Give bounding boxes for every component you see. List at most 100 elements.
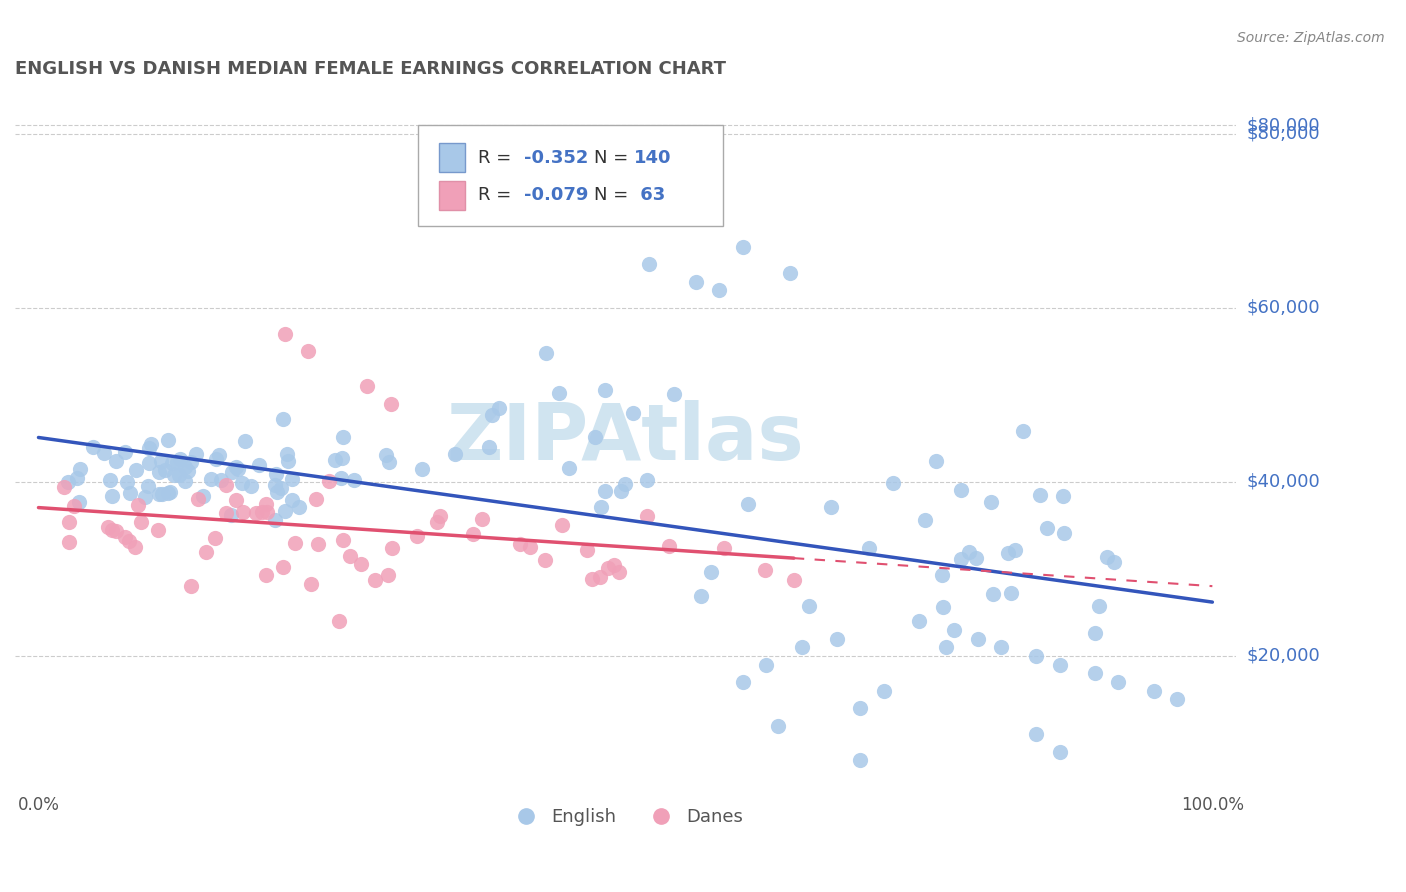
Point — [558, 461, 581, 475]
Point — [607, 565, 630, 579]
Point — [284, 536, 307, 550]
Text: N =: N = — [593, 149, 634, 167]
Point — [118, 533, 141, 548]
Point — [157, 433, 180, 447]
Point — [150, 486, 173, 500]
Point — [478, 440, 501, 454]
Point — [429, 508, 451, 523]
Point — [97, 519, 120, 533]
Point — [364, 574, 387, 588]
Point — [134, 491, 156, 505]
Point — [1004, 542, 1026, 557]
Point — [932, 600, 955, 615]
Point — [935, 640, 957, 654]
Text: -0.352: -0.352 — [524, 149, 589, 167]
Point — [186, 447, 208, 461]
Point — [141, 437, 163, 451]
Point — [136, 479, 159, 493]
Point — [849, 701, 872, 715]
Point — [225, 459, 247, 474]
Point — [271, 559, 294, 574]
Point — [101, 489, 124, 503]
Point — [551, 517, 574, 532]
Point — [481, 408, 503, 422]
Point — [925, 454, 948, 468]
Point — [1011, 424, 1033, 438]
Point — [66, 470, 89, 484]
Point — [1052, 489, 1074, 503]
Point — [709, 284, 731, 298]
Point — [277, 454, 299, 468]
Point — [186, 491, 208, 506]
Point — [93, 446, 115, 460]
Point — [299, 577, 322, 591]
Point — [1025, 648, 1047, 663]
Point — [662, 386, 685, 401]
Point — [101, 523, 124, 537]
Point — [731, 240, 754, 254]
Point — [200, 472, 222, 486]
Point — [534, 552, 557, 566]
Text: N =: N = — [593, 186, 634, 204]
Point — [245, 507, 267, 521]
Point — [825, 632, 848, 646]
Point — [356, 379, 378, 393]
Point — [509, 537, 531, 551]
Point — [931, 567, 953, 582]
Point — [153, 463, 176, 477]
Point — [215, 477, 238, 491]
Point — [148, 487, 170, 501]
Point — [63, 499, 86, 513]
Point — [737, 497, 759, 511]
Point — [990, 640, 1012, 655]
Point — [226, 462, 249, 476]
Point — [461, 527, 484, 541]
Point — [966, 632, 988, 646]
Point — [263, 478, 285, 492]
Point — [779, 266, 801, 280]
Point — [124, 540, 146, 554]
Point — [609, 483, 631, 498]
Point — [232, 504, 254, 518]
Point — [166, 455, 188, 469]
Point — [755, 657, 778, 672]
Point — [790, 640, 813, 655]
Point — [685, 275, 707, 289]
Point — [965, 550, 987, 565]
Point — [323, 453, 346, 467]
Point — [138, 441, 160, 455]
Point — [1000, 586, 1022, 600]
Point — [58, 535, 80, 549]
Point — [488, 401, 510, 415]
Point — [307, 537, 329, 551]
Point — [377, 568, 399, 582]
Point — [797, 599, 820, 613]
Text: $60,000: $60,000 — [1247, 299, 1320, 317]
Point — [589, 570, 612, 584]
Point — [576, 543, 599, 558]
Point — [949, 551, 972, 566]
Point — [288, 500, 311, 515]
Point — [271, 411, 294, 425]
Point — [690, 589, 713, 603]
Point — [191, 489, 214, 503]
Point — [1088, 599, 1111, 614]
Point — [519, 541, 541, 555]
Point — [406, 528, 429, 542]
Point — [219, 508, 242, 522]
Point — [129, 516, 152, 530]
Point — [221, 465, 243, 479]
Text: $80,000: $80,000 — [1247, 125, 1320, 143]
Point — [858, 541, 880, 555]
Point — [318, 475, 340, 489]
Text: $40,000: $40,000 — [1247, 473, 1320, 491]
Point — [329, 470, 352, 484]
Point — [254, 497, 277, 511]
Point — [908, 614, 931, 628]
Point — [731, 675, 754, 690]
Text: R =: R = — [478, 186, 516, 204]
Point — [443, 447, 465, 461]
Point — [1084, 666, 1107, 681]
Point — [274, 504, 297, 518]
Point — [411, 462, 433, 476]
